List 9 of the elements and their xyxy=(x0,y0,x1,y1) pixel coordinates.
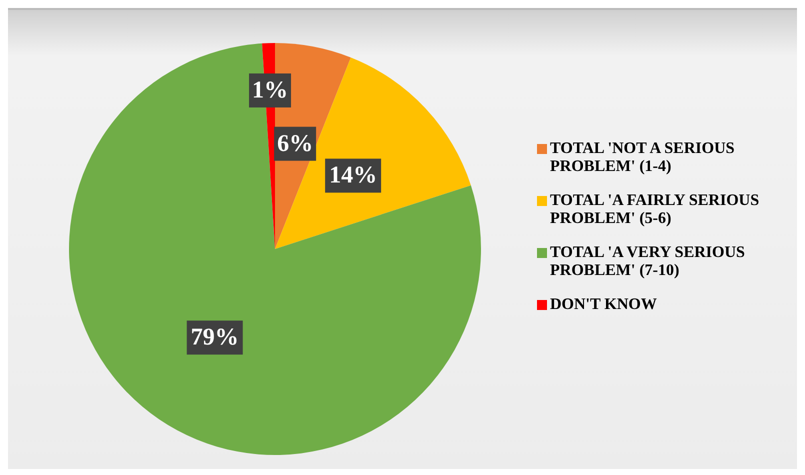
legend-label: TOTAL 'NOT A SERIOUS PROBLEM' (1-4) xyxy=(550,140,736,176)
data-label: 1% xyxy=(252,77,288,104)
data-label: 6% xyxy=(277,130,314,157)
data-label: 79% xyxy=(190,324,239,351)
pie-slice xyxy=(69,43,481,455)
data-label: 14% xyxy=(329,162,378,189)
legend-label: TOTAL 'A FAIRLY SERIOUS PROBLEM' (5-6) xyxy=(550,192,760,228)
legend-label: TOTAL 'A VERY SERIOUS PROBLEM' (7-10) xyxy=(550,244,746,280)
legend-label: DON'T KNOW xyxy=(550,296,657,314)
